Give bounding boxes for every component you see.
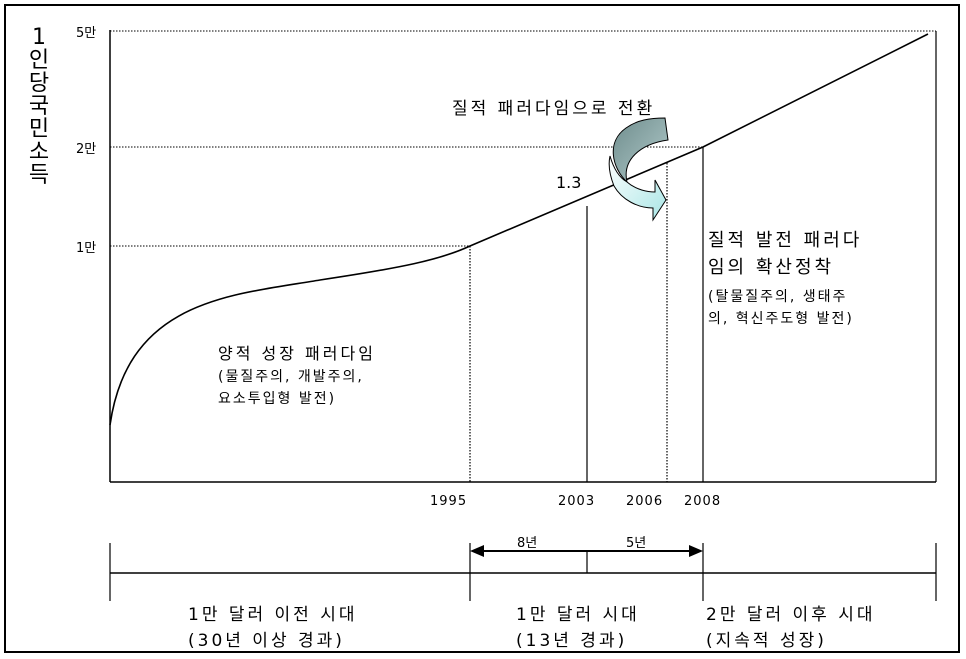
span-arrow-left-head — [470, 545, 484, 557]
era-1-name: 1만 달러 이전 시대 — [188, 605, 358, 625]
span-arrow-right-head — [689, 545, 703, 557]
x-tick-2003: 2003 — [558, 494, 596, 509]
quantitative-paradigm-detail-1: (물질주의, 개발주의, — [218, 369, 364, 385]
era-2-name: 1만 달러 시대 — [516, 605, 640, 625]
y-axis-label: 1인당국민소득 — [28, 25, 50, 188]
span-label-5-years: 5년 — [626, 536, 647, 551]
qualitative-paradigm-detail-2: 의, 혁신주도형 발전) — [708, 311, 854, 327]
era-3-name: 2만 달러 이후 시대 — [706, 605, 876, 625]
x-tick-2006: 2006 — [626, 494, 664, 509]
x-tick-2008: 2008 — [684, 494, 722, 509]
qualitative-paradigm-title-2: 임의 확산정착 — [708, 257, 835, 278]
transition-title: 질적 패러다임으로 전환 — [452, 99, 656, 119]
x-tick-1995: 1995 — [430, 494, 468, 509]
transition-arrow-light — [608, 155, 667, 222]
era-3-detail: (지속적 성장) — [706, 631, 827, 651]
quantitative-paradigm-detail-2: 요소투입형 발전) — [218, 391, 337, 407]
span-label-8-years: 8년 — [517, 536, 538, 551]
y-tick-5man: 5만 — [76, 26, 97, 41]
income-curve — [109, 33, 929, 426]
qualitative-paradigm-title-1: 질적 발전 패러다 — [708, 230, 863, 251]
quantitative-paradigm-title: 양적 성장 패러다임 — [218, 344, 376, 363]
point-value-label: 1.3 — [556, 173, 582, 192]
y-tick-2man: 2만 — [76, 142, 97, 157]
era-2-detail: (13년 경과) — [516, 631, 628, 651]
figure-frame — [4, 4, 960, 653]
era-1-detail: (30년 이상 경과) — [188, 631, 345, 651]
transition-arrow-dark — [612, 117, 669, 184]
y-tick-1man: 1만 — [76, 241, 97, 256]
qualitative-paradigm-detail-1: (탈물질주의, 생태주 — [708, 289, 848, 305]
